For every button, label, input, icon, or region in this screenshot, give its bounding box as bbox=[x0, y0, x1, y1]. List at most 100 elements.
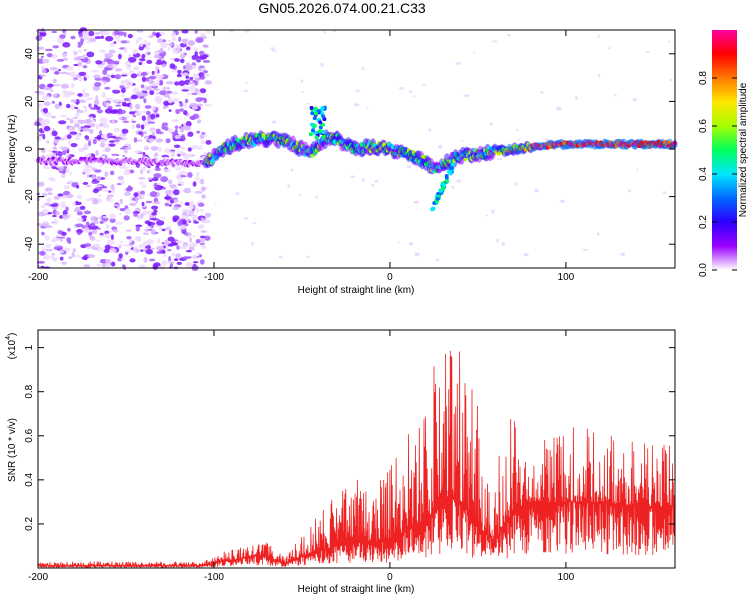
spectrogram-noise-blob bbox=[111, 188, 116, 195]
spectrogram-noise-blob bbox=[197, 145, 204, 150]
spectrogram-noise-blob bbox=[110, 184, 115, 191]
spectrogram-noise-blob bbox=[104, 171, 109, 178]
spectrogram-branch-point bbox=[448, 171, 453, 176]
spectrogram-noise-blob bbox=[138, 215, 142, 220]
spectrogram-noise-blob bbox=[91, 69, 100, 73]
spectrogram-noise-blob bbox=[112, 229, 119, 233]
spectrogram-noise-blob bbox=[122, 137, 128, 141]
spectrogram-noise-blob bbox=[47, 83, 54, 88]
spectrogram-faint-blob bbox=[523, 253, 529, 257]
spectrogram-faint-blob bbox=[355, 89, 360, 93]
spectrogram-noise-blob bbox=[149, 258, 156, 262]
spectrogram-noise-blob bbox=[153, 262, 161, 267]
spectrogram-noise-blob bbox=[199, 88, 207, 94]
spectrogram-noise-blob bbox=[78, 33, 83, 38]
spectrogram-noise-blob bbox=[155, 128, 161, 133]
spectrogram-faint-blob bbox=[461, 139, 464, 142]
spectrogram-noise-blob bbox=[183, 42, 188, 45]
spectrogram-noise-blob bbox=[159, 31, 166, 35]
spectrogram-noise-blob bbox=[161, 241, 165, 245]
spectrogram-faint-blob bbox=[645, 50, 650, 53]
spectrogram-noise-blob bbox=[196, 130, 201, 134]
spectrogram-faint-blob bbox=[298, 194, 302, 197]
spectrogram-noise-blob bbox=[108, 213, 116, 220]
spectrogram-noise-blob bbox=[142, 240, 150, 247]
spectrogram-noise-blob bbox=[57, 193, 64, 197]
spectrogram-noise-blob bbox=[41, 193, 48, 197]
spectrogram-noise-blob bbox=[167, 96, 171, 99]
spectrogram-noise-blob bbox=[125, 229, 132, 232]
spectrogram-noise-blob bbox=[179, 102, 184, 107]
spectrogram-noise-blob bbox=[123, 103, 130, 107]
spectrogram-noise-blob bbox=[147, 170, 152, 174]
spectrogram-noise-blob bbox=[119, 133, 124, 137]
spectrogram-noise-blob bbox=[181, 86, 189, 90]
spectrogram-noise-blob bbox=[91, 167, 98, 171]
spectrogram-noise-blob bbox=[133, 137, 138, 143]
spectrogram-noise-blob bbox=[194, 144, 198, 150]
spectrogram-noise-blob bbox=[85, 137, 90, 141]
spectrogram-noise-blob bbox=[128, 203, 137, 206]
spectrogram-noise-blob bbox=[127, 33, 133, 39]
spectrogram-faint-blob bbox=[413, 200, 419, 204]
spectrogram-noise-blob bbox=[149, 90, 155, 96]
spectrogram-noise-blob bbox=[120, 79, 125, 86]
spectrogram-noise-blob bbox=[116, 206, 121, 211]
spectrogram-noise-blob bbox=[99, 130, 102, 136]
spectrogram-noise-blob bbox=[129, 258, 136, 263]
spectrogram-branch-point bbox=[445, 179, 450, 184]
spectrogram-noise-blob bbox=[109, 42, 115, 48]
y-tick-label: -40 bbox=[24, 237, 35, 252]
spectrogram-noise-blob bbox=[135, 226, 140, 232]
spectrogram-noise-blob bbox=[60, 114, 67, 118]
x-tick-label: 100 bbox=[558, 572, 575, 583]
spectrogram-noise-blob bbox=[138, 61, 143, 66]
spectrogram-noise-blob bbox=[96, 239, 101, 242]
spectrogram-noise-blob bbox=[44, 48, 53, 52]
spectrogram-noise-blob bbox=[201, 54, 209, 58]
spectrogram-noise-blob bbox=[84, 119, 93, 124]
spectrogram-noise-blob bbox=[118, 212, 122, 216]
spectrogram-branch-point bbox=[320, 106, 325, 110]
spectrogram-noise-blob bbox=[83, 227, 90, 233]
spectrogram-faint-blob bbox=[667, 40, 671, 43]
spectrogram-noise-blob bbox=[186, 93, 193, 96]
spectrogram-noise-blob bbox=[170, 91, 179, 95]
spectrogram-noise-blob bbox=[42, 254, 51, 260]
spectrogram-noise-blob bbox=[43, 101, 51, 106]
spectrogram-faint-blob bbox=[320, 62, 324, 67]
spectrogram-noise-blob bbox=[143, 256, 148, 263]
spectrogram-noise-blob bbox=[136, 139, 143, 142]
spectrogram-noise-blob bbox=[187, 153, 193, 158]
spectrogram-noise-blob bbox=[148, 35, 154, 38]
spectrogram-noise-blob bbox=[95, 184, 102, 188]
spectrogram-noise-blob bbox=[140, 133, 144, 137]
spectrogram-noise-blob bbox=[60, 71, 68, 75]
spectrogram-noise-blob bbox=[41, 68, 47, 74]
spectrogram-noise-blob bbox=[164, 196, 171, 200]
spectrogram-noise-blob bbox=[83, 143, 89, 149]
spectrogram-branch-point bbox=[320, 122, 325, 127]
spectrogram-noise-blob bbox=[157, 49, 164, 54]
spectrogram-noise-blob bbox=[93, 74, 101, 79]
spectrogram-noise-blob bbox=[157, 238, 161, 244]
spectrogram-noise-blob bbox=[152, 31, 156, 37]
spectrogram-noise-blob bbox=[189, 102, 198, 108]
spectrogram-noise-blob bbox=[100, 35, 104, 39]
spectrogram-branch-point bbox=[313, 106, 318, 111]
spectrogram-noise-blob bbox=[77, 49, 82, 53]
spectrogram-noise-blob bbox=[168, 204, 172, 207]
spectrogram-noise-blob bbox=[59, 34, 66, 39]
spectrogram-noise-blob bbox=[36, 223, 43, 226]
spectrogram-noise-blob bbox=[102, 215, 108, 219]
spectrogram-noise-blob bbox=[70, 143, 78, 148]
spectrogram-noise-blob bbox=[147, 177, 153, 181]
spectrogram-faint-blob bbox=[501, 242, 506, 246]
spectrogram-noise-blob bbox=[63, 247, 71, 252]
spectrogram-noise-blob bbox=[102, 133, 108, 140]
spectrogram-faint-blob bbox=[366, 106, 369, 109]
spectrogram-noise-blob bbox=[124, 149, 128, 154]
spectrogram-noise-blob bbox=[170, 199, 174, 204]
spectrogram-noise-blob bbox=[189, 237, 193, 243]
spectrogram-noise-blob bbox=[138, 181, 144, 185]
